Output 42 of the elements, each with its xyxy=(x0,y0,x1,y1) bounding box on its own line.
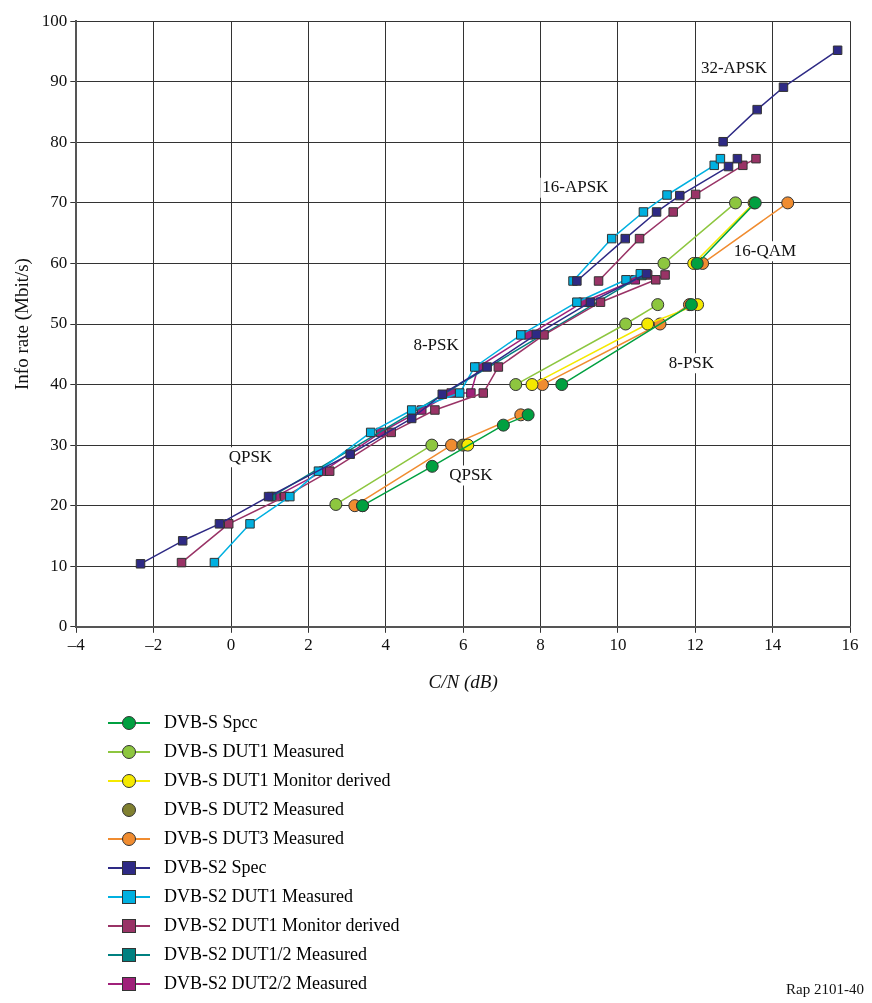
y-tick-label: 80 xyxy=(50,131,68,151)
legend-label: DVB-S DUT3 Measured xyxy=(164,828,344,849)
text: Rap 2101-40 xyxy=(786,981,864,998)
legend-label: DVB-S Spcc xyxy=(164,712,258,733)
legend-label: DVB-S2 DUT1 Measured xyxy=(164,886,353,907)
x-tick-label: 2 xyxy=(304,635,313,655)
y-tick-label: 40 xyxy=(50,374,68,394)
y-tick-label: 10 xyxy=(50,555,68,575)
x-tick-label: 10 xyxy=(609,635,627,655)
y-tick-label: 0 xyxy=(58,616,68,636)
legend-label: DVB-S DUT1 Monitor derived xyxy=(164,770,391,791)
annotation: 16-QAM xyxy=(733,240,797,260)
x-tick-label: –2 xyxy=(144,635,163,655)
x-tick-label: –4 xyxy=(66,635,86,655)
x-tick-label: 8 xyxy=(536,635,545,655)
x-tick-label: 6 xyxy=(458,635,468,655)
annotation: QPSK xyxy=(449,464,494,484)
y-tick-label: 60 xyxy=(50,252,68,272)
x-tick-label: 4 xyxy=(381,635,391,655)
y-tick-label: 50 xyxy=(50,313,68,333)
y-tick-label: 100 xyxy=(41,10,68,30)
annotation: 8-PSK xyxy=(668,352,715,372)
y-tick-label: 20 xyxy=(50,495,68,515)
legend-label: DVB-S2 DUT2/2 Measured xyxy=(164,973,367,994)
legend-label: DVB-S DUT2 Measured xyxy=(164,799,344,820)
annotation: 16-APSK xyxy=(542,177,610,197)
annotation: 8-PSK xyxy=(413,334,460,354)
x-tick-label: 16 xyxy=(841,635,859,655)
y-tick-label: 90 xyxy=(50,71,68,91)
legend-label: DVB-S2 DUT1 Monitor derived xyxy=(164,915,400,936)
x-tick-label: 12 xyxy=(686,635,704,655)
x-tick-label: 0 xyxy=(226,635,236,655)
x-axis-title: C/N (dB) xyxy=(428,670,498,693)
y-axis-title: Info rate (Mbit/s) xyxy=(11,258,34,390)
annotation: 32-APSK xyxy=(700,57,768,77)
annotation: QPSK xyxy=(228,446,273,466)
legend-label: DVB-S DUT1 Measured xyxy=(164,741,344,762)
legend-label: DVB-S2 DUT1/2 Measured xyxy=(164,944,367,965)
legend-label: DVB-S2 Spec xyxy=(164,857,267,878)
y-tick-label: 70 xyxy=(50,192,68,212)
x-tick-label: 14 xyxy=(764,635,782,655)
y-tick-label: 30 xyxy=(50,434,68,454)
